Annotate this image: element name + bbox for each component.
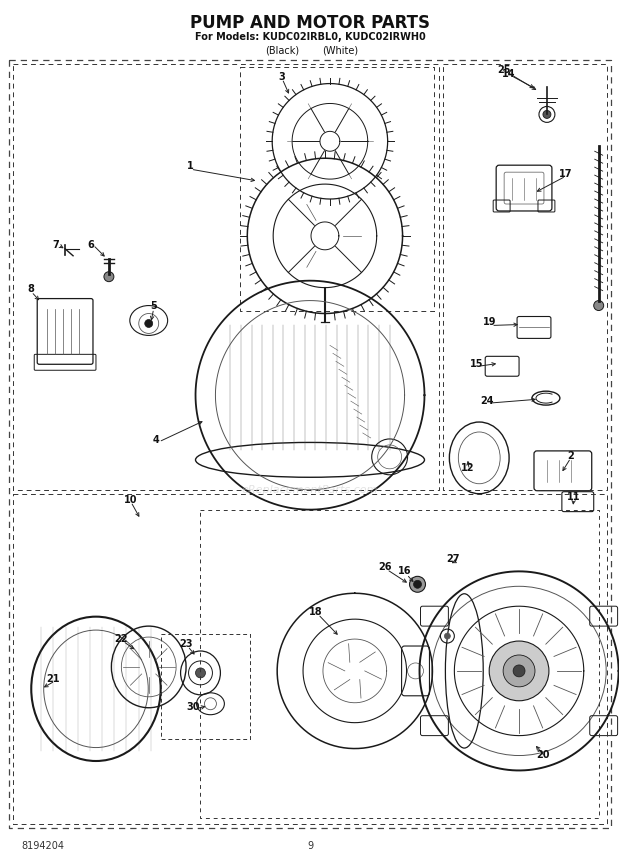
Circle shape [543,110,551,118]
Text: 1: 1 [187,161,194,171]
Circle shape [513,665,525,677]
Text: 4: 4 [153,435,159,445]
Text: 26: 26 [378,562,391,573]
Text: 20: 20 [536,750,550,759]
Text: 19: 19 [482,318,496,328]
Text: For Models: KUDC02IRBL0, KUDC02IRWH0: For Models: KUDC02IRBL0, KUDC02IRWH0 [195,32,425,42]
Text: 7: 7 [53,240,60,250]
Text: 11: 11 [567,491,580,502]
Circle shape [195,668,205,678]
Text: 14: 14 [502,68,516,79]
Circle shape [144,319,153,328]
Text: PUMP AND MOTOR PARTS: PUMP AND MOTOR PARTS [190,14,430,32]
Text: 21: 21 [46,674,60,684]
Circle shape [489,641,549,701]
Text: 3: 3 [279,72,285,81]
Circle shape [410,576,425,592]
Text: 18: 18 [309,607,323,617]
Text: 16: 16 [398,567,411,576]
Text: (White): (White) [322,45,358,56]
Text: 24: 24 [480,396,494,406]
Circle shape [104,271,114,282]
Text: 12: 12 [461,463,474,473]
Text: 15: 15 [469,360,483,369]
Circle shape [503,655,535,687]
Text: (Black): (Black) [265,45,299,56]
Circle shape [414,580,422,588]
Text: 2: 2 [567,451,574,461]
Circle shape [445,633,450,639]
Text: 27: 27 [446,555,460,564]
Text: 10: 10 [124,495,138,505]
Text: eReplacementParts.com: eReplacementParts.com [242,484,378,495]
Text: 17: 17 [559,169,573,179]
Text: 22: 22 [114,634,128,644]
Text: 25: 25 [497,64,511,74]
Text: 6: 6 [87,240,94,250]
Text: 9: 9 [307,841,313,851]
Text: 30: 30 [187,702,200,711]
Text: 5: 5 [150,300,157,311]
Text: 23: 23 [179,639,192,649]
Text: 8194204: 8194204 [21,841,64,851]
Text: 8: 8 [28,283,35,294]
Circle shape [594,300,604,311]
